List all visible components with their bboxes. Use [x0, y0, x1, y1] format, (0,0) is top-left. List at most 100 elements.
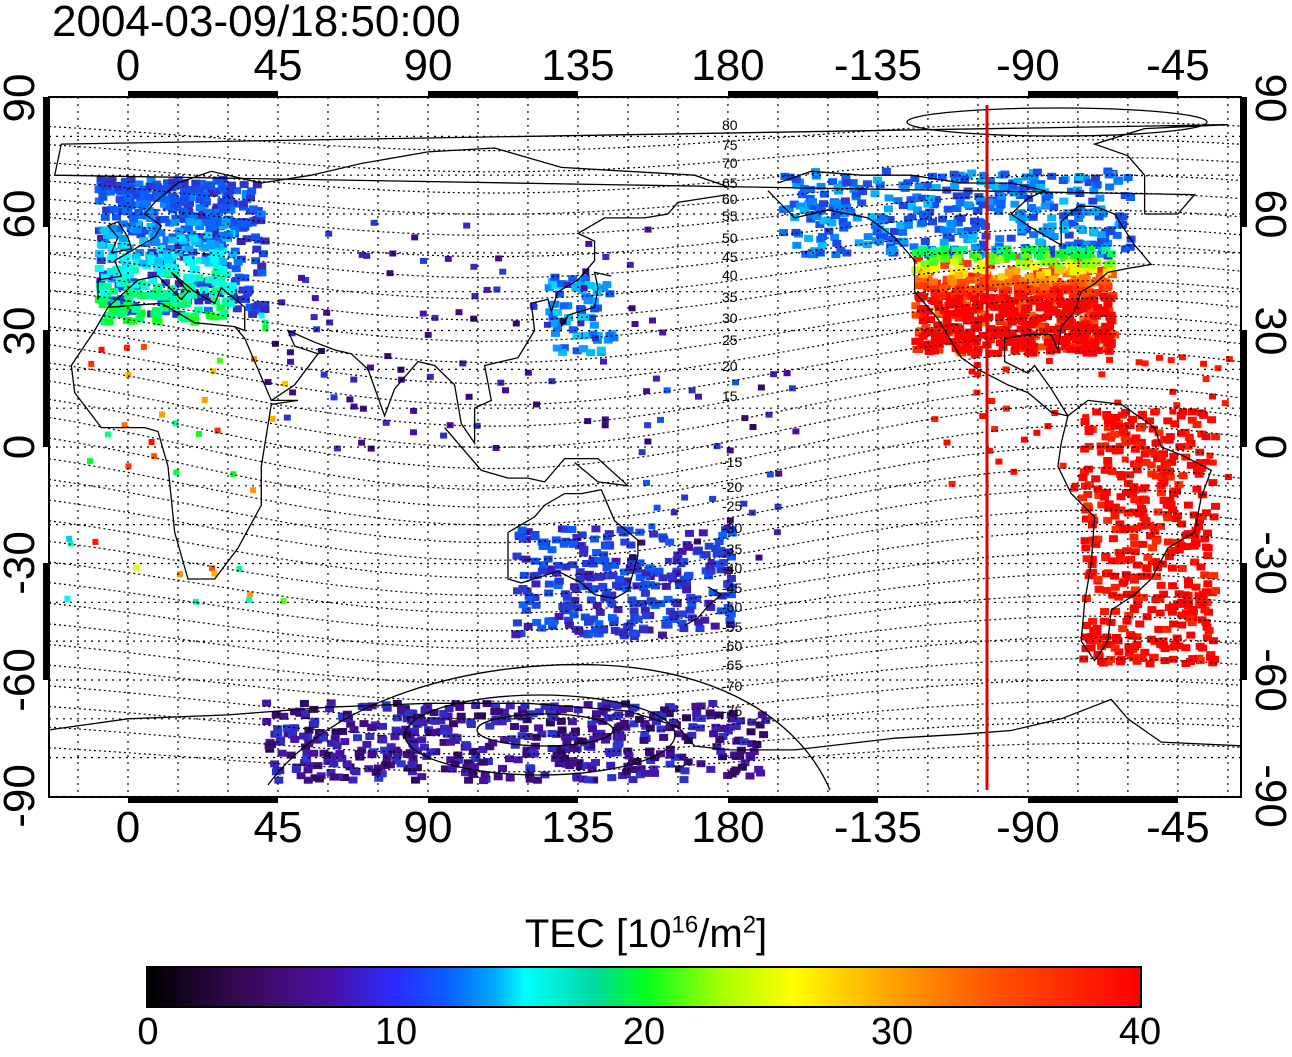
tec-cell: [1186, 461, 1196, 469]
tec-cell: [583, 331, 592, 339]
tec-cell: [271, 768, 281, 776]
tec-cell: [1110, 572, 1119, 580]
tec-cell: [1080, 537, 1090, 545]
tec-cell: [1221, 400, 1229, 407]
tec-cell: [180, 196, 190, 204]
tec-cell: [1079, 315, 1089, 323]
tec-cell: [211, 570, 218, 577]
tec-cell: [553, 561, 563, 569]
tec-cell: [464, 776, 474, 784]
tec-cell: [1119, 578, 1129, 586]
contour-label-north-0: 80: [722, 117, 738, 133]
tec-cell: [1002, 245, 1012, 253]
tec-cell: [654, 567, 664, 575]
tec-cell: [402, 731, 412, 738]
tec-cell: [936, 327, 946, 334]
tec-cell: [591, 283, 601, 291]
tec-cell: [208, 234, 217, 241]
tec-cell: [118, 220, 128, 228]
tec-cell: [184, 245, 194, 253]
tec-cell: [140, 343, 147, 350]
tec-cell: [1075, 190, 1085, 197]
tec-cell: [854, 239, 864, 247]
tec-cell: [100, 213, 110, 221]
tec-cell: [712, 550, 722, 558]
tec-cell: [312, 736, 322, 744]
tec-cell: [692, 714, 702, 722]
tec-cell: [677, 619, 687, 627]
tec-cell: [1018, 277, 1028, 285]
tec-cell: [106, 268, 116, 276]
tec-cell: [665, 724, 675, 732]
tec-cell: [439, 710, 449, 717]
tec-cell: [1086, 279, 1096, 287]
tec-cell: [386, 743, 396, 751]
tec-cell: [934, 303, 944, 311]
tec-cell: [491, 702, 501, 710]
tec-cell: [483, 286, 491, 293]
tec-cell: [1089, 318, 1099, 326]
tec-cell: [1198, 466, 1205, 473]
tec-cell: [761, 716, 771, 724]
tec-cell: [624, 622, 634, 630]
tec-cell: [1086, 644, 1096, 652]
tec-cell: [930, 343, 940, 351]
tec-cell: [326, 769, 336, 776]
tec-cell: [1077, 279, 1087, 287]
contour-label-north-11: 25: [722, 332, 738, 348]
tec-cell: [1156, 640, 1166, 648]
tec-cell: [106, 254, 116, 262]
lon-tick-top-3: 135: [541, 41, 615, 90]
tec-cell: [226, 286, 236, 294]
tec-cell: [1203, 544, 1213, 552]
tec-cell: [583, 582, 593, 590]
tec-cell: [640, 589, 650, 597]
tec-cell: [958, 246, 968, 254]
tec-cell: [133, 258, 142, 266]
tec-cell: [359, 720, 369, 728]
tec-cell: [257, 262, 267, 270]
tec-cell: [594, 630, 604, 638]
tec-cell: [573, 604, 583, 612]
tec-cell: [1042, 269, 1052, 277]
tec-cell: [1129, 533, 1139, 541]
tec-cell: [1149, 653, 1159, 661]
tec-cell: [1081, 320, 1091, 328]
tec-cell: [833, 184, 843, 191]
tec-cell: [961, 304, 970, 311]
tec-cell: [107, 243, 116, 251]
tec-cell: [170, 263, 180, 271]
tec-cell: [555, 290, 564, 298]
tec-cell: [1187, 416, 1197, 424]
contour-label-south-7: -50: [722, 599, 742, 615]
tec-cell: [731, 766, 741, 774]
tec-cell: [380, 746, 389, 754]
tec-cell: [937, 173, 947, 181]
tec-cell: [230, 471, 237, 478]
tec-cell: [493, 286, 501, 293]
tec-cell: [135, 249, 145, 257]
tec-cell: [1094, 213, 1104, 221]
tec-cell: [104, 431, 111, 438]
tec-cell: [677, 753, 687, 761]
tec-cell: [1022, 260, 1032, 268]
tec-cell: [520, 702, 530, 710]
tec-cell: [918, 332, 928, 340]
tec-cell: [302, 750, 312, 757]
tec-cell: [712, 743, 722, 751]
tec-cell: [120, 183, 130, 191]
tec-cell: [1098, 371, 1106, 378]
tec-cell: [601, 422, 609, 429]
tec-cell: [1058, 311, 1068, 319]
tec-cell: [1138, 593, 1148, 601]
tec-cell: [873, 176, 882, 184]
tec-cell: [1047, 214, 1057, 222]
tec-cell: [862, 180, 872, 188]
tec-cell: [840, 197, 850, 205]
tec-cell: [572, 534, 582, 541]
tec-cell: [791, 228, 801, 236]
tec-cell: [513, 712, 523, 720]
tec-cell: [1078, 299, 1087, 307]
tec-cell: [561, 563, 571, 571]
tec-cell: [1128, 591, 1137, 599]
